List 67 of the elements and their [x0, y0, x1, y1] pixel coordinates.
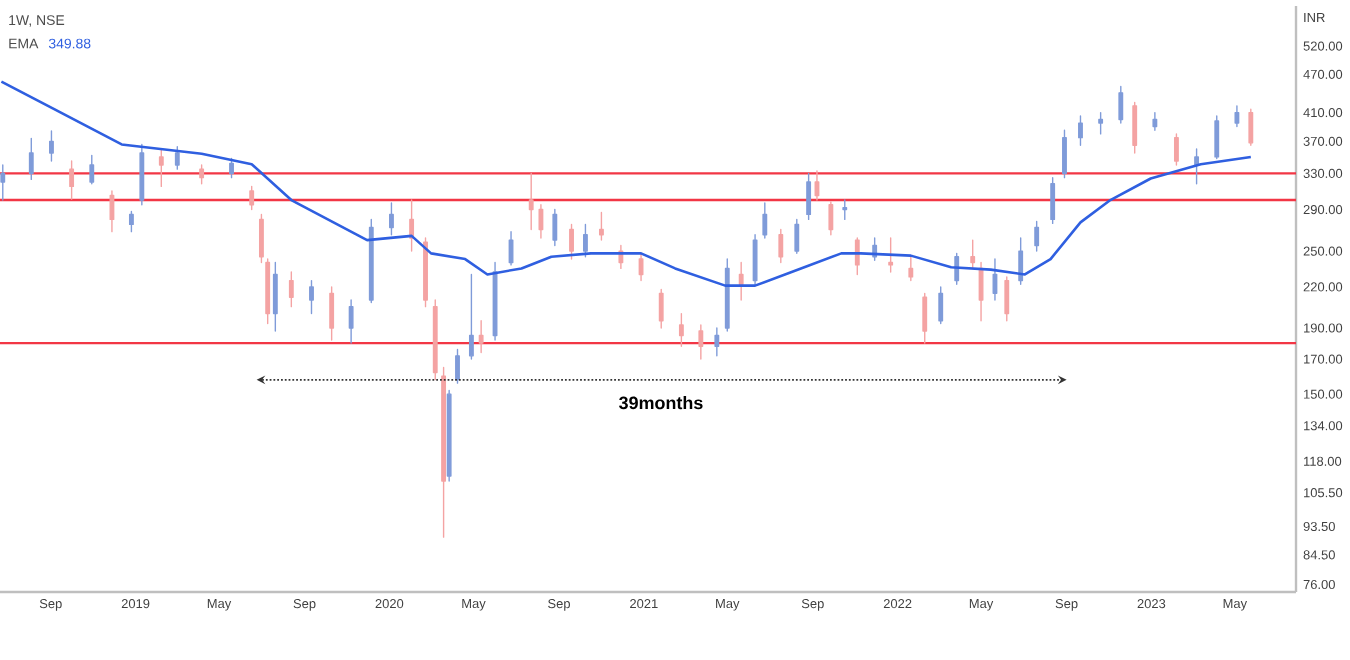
- candlestick: [1062, 129, 1067, 179]
- candlestick: [583, 223, 588, 258]
- candlestick: [432, 299, 438, 381]
- candlestick: [272, 261, 278, 332]
- candlestick: [158, 148, 164, 188]
- candlestick: [49, 130, 54, 162]
- candlestick: [724, 258, 730, 332]
- candlestick: [638, 252, 644, 282]
- candlestick: [528, 172, 534, 231]
- candlestick: [1248, 108, 1254, 146]
- candlestick: [1034, 220, 1040, 252]
- candlestick: [249, 185, 255, 211]
- candlestick: [128, 210, 134, 233]
- candlestick: [978, 261, 984, 322]
- candlestick: [139, 143, 145, 206]
- candlestick: [738, 261, 744, 301]
- candlestick: [1214, 115, 1220, 160]
- candlestick: [199, 164, 205, 185]
- candlestick: [814, 170, 820, 201]
- candlestick: [992, 258, 998, 301]
- candlestick: [423, 237, 428, 308]
- candlestick: [1118, 85, 1124, 124]
- candlestick: [828, 201, 834, 236]
- candlestick: [229, 157, 234, 179]
- candlestick: [806, 172, 812, 221]
- candlestick: [28, 137, 34, 181]
- candlestick: [678, 312, 684, 347]
- candlestick: [69, 160, 75, 200]
- candlestick: [922, 292, 928, 344]
- candlestick: [538, 204, 544, 239]
- candlestick: [348, 299, 354, 344]
- candlestick: [908, 256, 914, 282]
- candlestick: [1234, 105, 1240, 128]
- candlestick: [89, 154, 95, 185]
- candlestick: [1098, 111, 1104, 135]
- candlestick: [446, 389, 452, 482]
- candlestick: [508, 230, 514, 266]
- candlestick: [714, 327, 720, 357]
- candlestick: [309, 279, 314, 315]
- candlestick: [478, 319, 484, 354]
- candlestick: [1152, 111, 1158, 131]
- candlestick: [1132, 101, 1138, 154]
- candlestick: [552, 208, 558, 247]
- candlestick: [368, 218, 374, 304]
- candlestick: [752, 234, 758, 286]
- candlestick: [778, 228, 784, 264]
- candlestick: [1004, 276, 1010, 322]
- annotation: 39months: [619, 396, 703, 410]
- line-series: [0, 80, 1253, 287]
- candlestick: [658, 288, 664, 329]
- candlestick: [174, 146, 180, 170]
- candlestick: [329, 286, 335, 341]
- candlestick: [455, 348, 460, 384]
- candlestick: [1173, 133, 1179, 166]
- candlestick: [762, 202, 768, 239]
- candlestick: [0, 164, 6, 201]
- candlestick: [389, 202, 394, 236]
- candlestick: [698, 324, 704, 360]
- candlestick: [1078, 115, 1083, 146]
- candlestick: [938, 286, 944, 325]
- candlestick: [288, 271, 294, 308]
- candlestick: [109, 190, 115, 233]
- candlestick: [441, 366, 447, 538]
- candlestick: [794, 218, 800, 255]
- candlestick: [1018, 237, 1024, 286]
- candlestick: [569, 223, 574, 260]
- candlestick: [1050, 176, 1056, 225]
